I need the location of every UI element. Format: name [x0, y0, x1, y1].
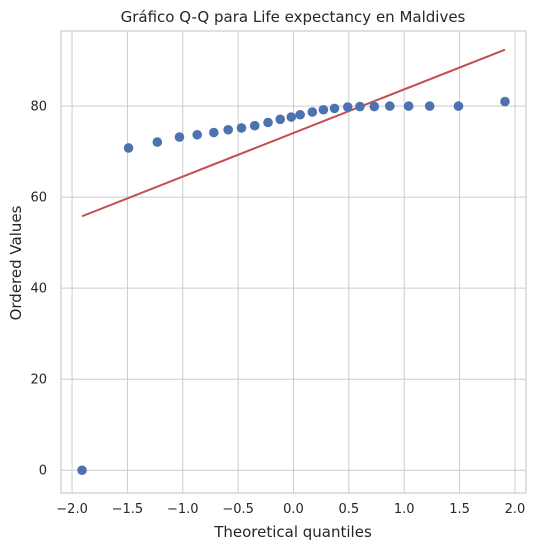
y-tick-label: 20: [30, 373, 47, 388]
data-point: [192, 129, 202, 140]
data-point: [329, 103, 340, 114]
data-point: [342, 102, 353, 112]
plot-frame: [60, 30, 527, 494]
data-point: [355, 101, 365, 112]
x-tick-label: −0.5: [222, 502, 254, 517]
data-point: [174, 132, 185, 142]
x-tick-label: −1.0: [167, 502, 199, 517]
y-tick-label: 60: [30, 191, 47, 206]
data-point: [208, 127, 219, 138]
data-point: [424, 101, 435, 111]
y-tick-label: 80: [30, 100, 47, 115]
x-tick-label: 0.0: [283, 502, 304, 517]
data-point: [369, 101, 380, 112]
x-tick-label: 2.0: [505, 502, 526, 517]
x-axis-label: Theoretical quantiles: [213, 523, 372, 541]
data-point: [385, 101, 395, 111]
fit-line: [81, 48, 506, 218]
data-point: [223, 124, 233, 135]
data-point: [275, 114, 286, 125]
data-point: [263, 117, 273, 128]
data-point: [403, 101, 414, 111]
data-point: [152, 137, 163, 147]
x-tick-label: −1.5: [112, 502, 144, 517]
data-point: [249, 120, 260, 131]
data-point: [77, 465, 87, 476]
x-tick-label: 1.0: [394, 502, 415, 517]
x-tick-label: 1.5: [449, 502, 470, 517]
chart-title: Gráfico Q-Q para Life expectancy en Mald…: [121, 8, 466, 26]
data-point: [123, 143, 134, 153]
data-point: [286, 112, 297, 122]
data-point: [236, 123, 247, 133]
y-tick-label: 0: [39, 464, 47, 479]
data-point: [295, 109, 305, 120]
x-tick-label: 0.5: [339, 502, 360, 517]
data-point: [453, 101, 464, 111]
data-point: [318, 104, 329, 115]
y-tick-label: 40: [30, 282, 47, 297]
data-point: [307, 107, 318, 117]
data-point: [500, 96, 510, 107]
x-tick-label: −2.0: [56, 502, 88, 517]
y-axis-label: Ordered Values: [7, 205, 25, 320]
